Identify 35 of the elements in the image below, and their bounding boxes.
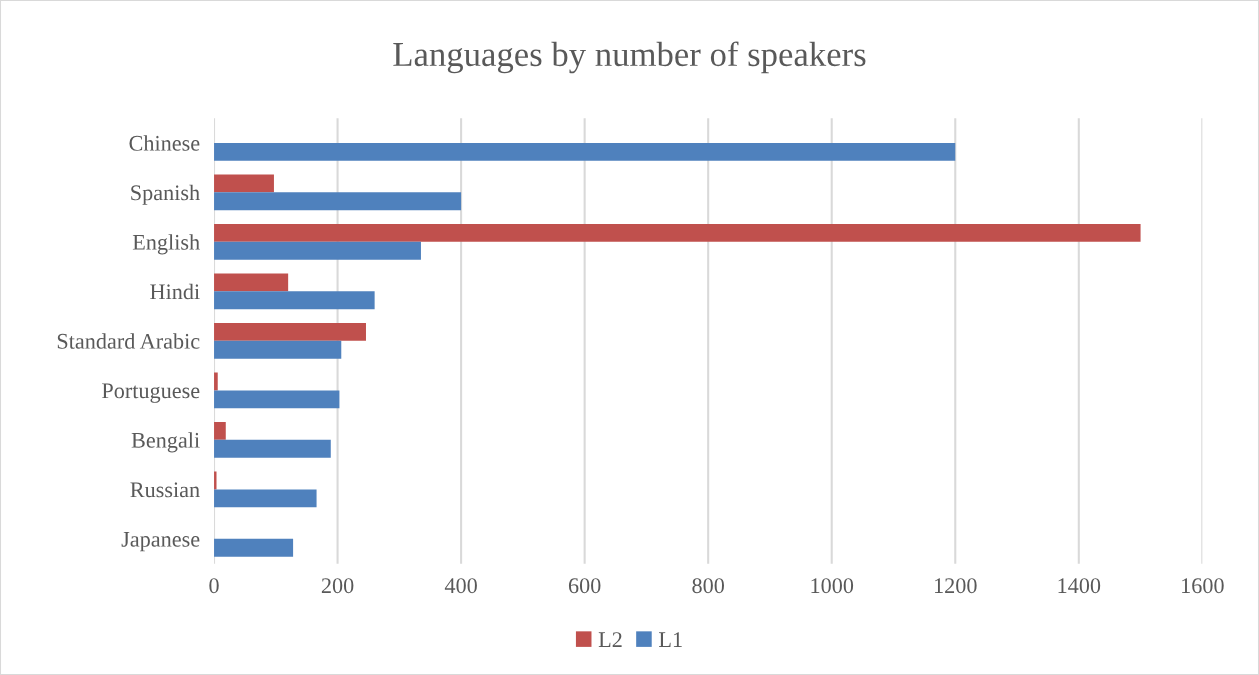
legend-label: L2 [598,632,622,647]
bar [214,439,331,458]
bar [214,241,421,260]
x-tick-label: 400 [444,578,477,594]
x-tick-label: 1200 [935,578,977,594]
legend-label: L1 [659,632,682,647]
bar [214,273,289,292]
y-tick-label: Russian [130,482,200,498]
x-tick-label: 1000 [811,578,854,594]
chart-title: Languages by number of speakers [393,41,866,74]
bar [214,489,317,508]
bar [214,291,375,310]
y-tick-label: Portuguese [102,383,200,403]
y-tick-label: Standard Arabic [57,333,200,349]
bar [214,422,226,440]
y-tick-label: Hindi [150,283,200,300]
bar [214,224,1141,242]
y-tick-label: Bengali [131,432,200,453]
bar [214,340,342,359]
y-tick-label: English [132,234,200,255]
bar [214,323,366,341]
x-tick-label: 600 [568,578,601,594]
x-tick-label: 1600 [1182,578,1224,594]
y-tick-label: Japanese [121,532,200,552]
x-tick-label: 800 [692,578,725,594]
x-tick-label: 200 [321,578,354,594]
y-tick-label: Spanish [131,184,200,205]
bar [214,192,462,211]
x-tick-label: 1400 [1058,578,1101,594]
y-tick-label: Chinese [129,135,200,151]
bar [214,142,956,161]
bar [214,390,340,409]
x-tick-label: 0 [209,578,219,594]
bar [214,538,294,557]
bar [214,174,274,193]
